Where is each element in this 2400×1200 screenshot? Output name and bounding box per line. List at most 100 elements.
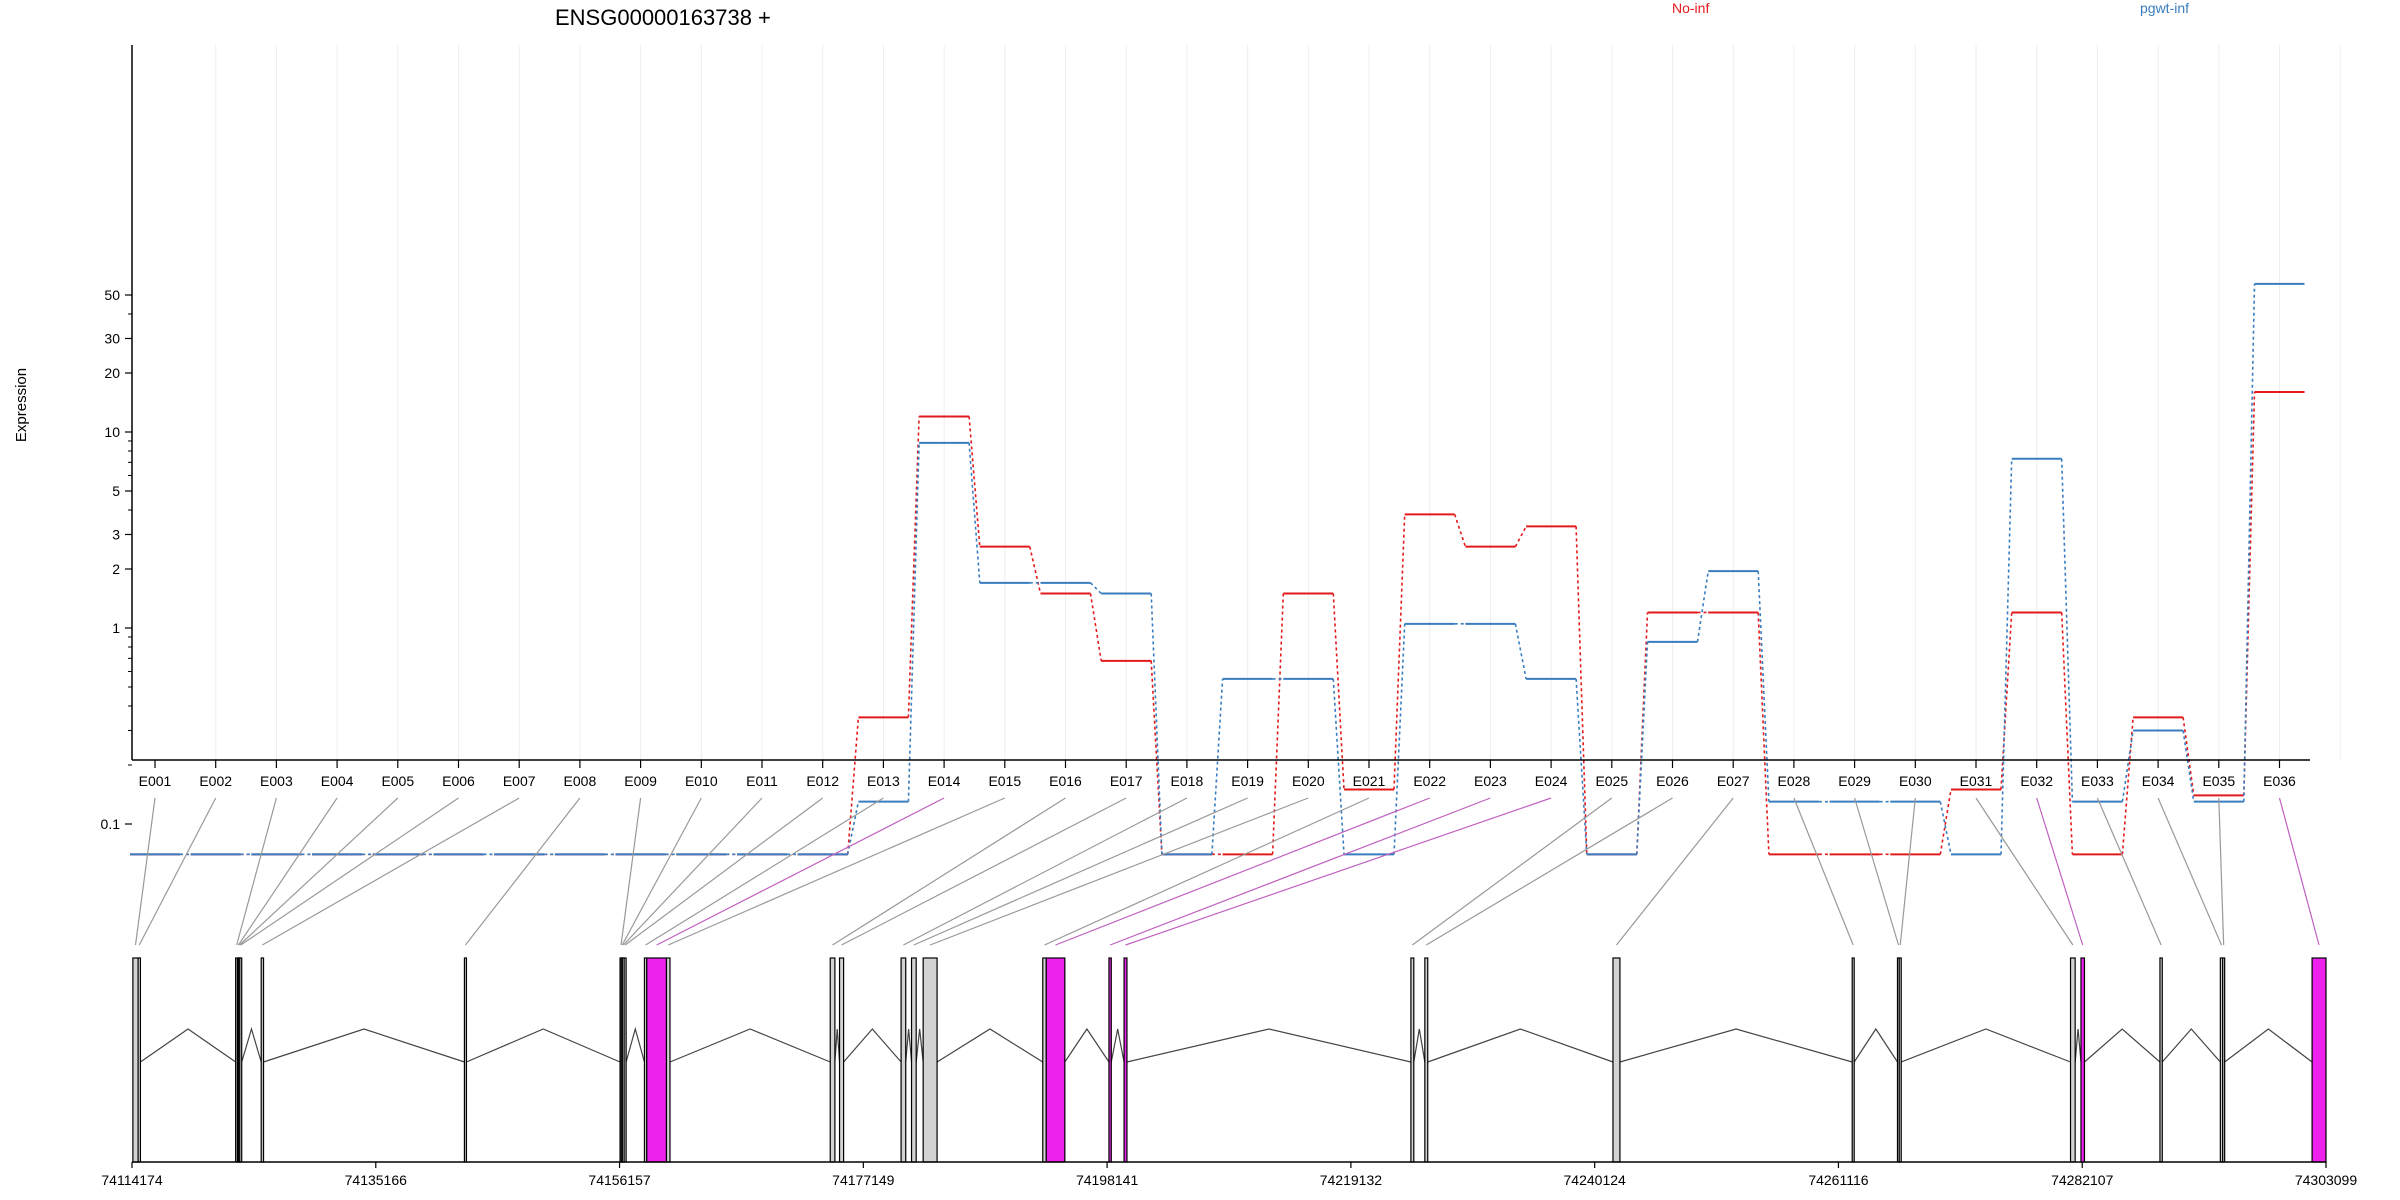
gene-model — [132, 957, 2327, 1163]
exon-connector — [656, 797, 945, 946]
x-tick-label: E028 — [1778, 773, 1811, 789]
series-link — [2243, 283, 2256, 802]
exon-connector — [240, 797, 459, 946]
series-link — [2060, 458, 2074, 802]
x-tick-label: E026 — [1656, 773, 1689, 789]
genome-tick-label: 74114174 — [101, 1172, 162, 1188]
intron-line — [2084, 1028, 2161, 1063]
exon-box — [623, 957, 627, 1163]
series-link — [2000, 612, 2013, 790]
exon-connector — [239, 797, 399, 946]
series-link — [1029, 546, 1042, 594]
exon-connector — [1615, 797, 1734, 946]
x-tick-label: E032 — [2020, 773, 2053, 789]
x-tick-label: E017 — [1110, 773, 1143, 789]
x-tick-label: E025 — [1595, 773, 1628, 789]
y-tick-label: 2 — [112, 561, 120, 577]
x-tick-label: E033 — [2081, 773, 2114, 789]
intron-line — [915, 1028, 924, 1063]
exon-connector — [929, 797, 1309, 946]
x-tick-label: E005 — [381, 773, 414, 789]
series-link — [1575, 526, 1588, 855]
x-tick-label: E034 — [2142, 773, 2175, 789]
genome-tick-label: 74219132 — [1320, 1172, 1383, 1188]
exon-connector — [832, 797, 1066, 946]
series-lines — [130, 282, 2305, 856]
series-link — [2000, 458, 2013, 855]
x-tick-label: E008 — [564, 773, 597, 789]
exon-connector — [841, 797, 1127, 946]
exon-box — [463, 957, 468, 1163]
y-tick-label: 30 — [104, 330, 120, 346]
intron-line — [1427, 1028, 1614, 1063]
x-tick-label: E013 — [867, 773, 900, 789]
vertical-gridlines — [215, 45, 2341, 760]
chart-title: ENSG00000163738 + — [555, 5, 771, 30]
series-link — [907, 416, 920, 718]
x-tick-label: E002 — [199, 773, 232, 789]
series-link — [968, 442, 981, 583]
series-link — [1332, 593, 1345, 790]
genome-tick-label: 74135166 — [345, 1172, 408, 1188]
series-link — [1939, 801, 1952, 855]
genome-tick-label: 74240124 — [1564, 1172, 1627, 1188]
exon-box — [132, 957, 139, 1163]
exon-connector — [1793, 797, 1854, 946]
exon-connector — [1044, 797, 1370, 946]
series-link — [1393, 514, 1406, 790]
y-tick-label: 20 — [104, 365, 120, 381]
exon-box — [239, 957, 243, 1163]
x-tick-label: E031 — [1960, 773, 1993, 789]
exon-connector — [1125, 797, 1552, 946]
x-tick-label: E020 — [1292, 773, 1325, 789]
series-link — [2182, 717, 2195, 796]
x-tick-label: E015 — [988, 773, 1021, 789]
exon-connector — [262, 797, 520, 946]
genome-tick-label: 74156157 — [588, 1172, 651, 1188]
exon-connector — [622, 797, 763, 946]
exon-box — [1424, 957, 1429, 1163]
series-link — [907, 442, 920, 802]
intron-line — [2161, 1028, 2221, 1063]
intron-line — [843, 1028, 902, 1063]
genome-tick-label: 74261116 — [1808, 1172, 1868, 1188]
exon-box — [137, 957, 142, 1163]
x-tick-label: E009 — [624, 773, 657, 789]
series-link — [846, 717, 860, 855]
exon-box — [2311, 957, 2327, 1163]
x-tick-label: E035 — [2202, 773, 2235, 789]
y-tick-label: 1 — [112, 620, 120, 636]
exon-box — [2222, 957, 2226, 1163]
genome-tick-label: 74303099 — [2295, 1172, 2358, 1188]
intron-line — [466, 1028, 621, 1063]
series-link — [1453, 514, 1467, 547]
exon-connector — [1109, 797, 1491, 946]
x-tick-label: E003 — [260, 773, 293, 789]
exon-connector — [668, 797, 1006, 946]
x-tick-label: E018 — [1171, 773, 1204, 789]
intron-line — [669, 1028, 831, 1063]
exon-connector — [621, 797, 702, 946]
series-link — [1332, 678, 1345, 855]
intron-line — [1413, 1028, 1426, 1063]
x-tick-label: E010 — [685, 773, 718, 789]
intron-line — [905, 1028, 913, 1063]
exon-box — [646, 957, 668, 1163]
intron-line — [140, 1028, 237, 1063]
y-tick-label: 0.1 — [101, 816, 121, 832]
intron-line — [1126, 1028, 1412, 1063]
exon-connector — [2036, 797, 2084, 946]
x-tick-label: E027 — [1717, 773, 1750, 789]
exon-box — [2080, 957, 2086, 1163]
exon-connector — [1975, 797, 2074, 946]
intron-line — [2074, 1028, 2082, 1063]
genome-tick-label: 74282107 — [2051, 1172, 2114, 1188]
series-link — [1575, 678, 1588, 855]
exon-box — [2069, 957, 2076, 1163]
series-pgwt-inf — [130, 282, 2305, 856]
exon-connector — [1055, 797, 1430, 946]
exon-connector — [903, 797, 1188, 946]
exon-box — [838, 957, 845, 1163]
intron-line — [241, 1026, 262, 1063]
